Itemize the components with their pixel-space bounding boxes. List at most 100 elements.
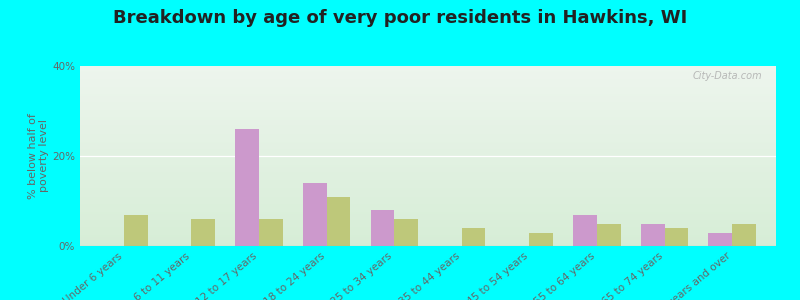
Bar bbox=[124, 214, 147, 246]
Bar bbox=[80, 91, 776, 92]
Bar bbox=[80, 143, 776, 144]
Bar bbox=[80, 212, 776, 213]
Bar bbox=[80, 190, 776, 191]
Bar bbox=[80, 134, 776, 135]
Bar bbox=[80, 205, 776, 206]
Bar bbox=[80, 162, 776, 163]
Bar bbox=[80, 138, 776, 139]
Bar bbox=[80, 71, 776, 72]
Bar bbox=[370, 210, 394, 246]
Bar bbox=[80, 179, 776, 180]
Bar bbox=[80, 127, 776, 128]
Bar bbox=[80, 87, 776, 88]
Bar bbox=[80, 96, 776, 97]
Bar bbox=[597, 224, 621, 246]
Bar bbox=[80, 233, 776, 234]
Bar bbox=[80, 74, 776, 75]
Bar bbox=[80, 120, 776, 121]
Bar bbox=[80, 245, 776, 246]
Bar bbox=[80, 185, 776, 186]
Bar bbox=[80, 129, 776, 130]
Bar bbox=[80, 84, 776, 85]
Bar bbox=[80, 133, 776, 134]
Bar bbox=[80, 177, 776, 178]
Bar bbox=[394, 219, 418, 246]
Bar bbox=[80, 207, 776, 208]
Bar bbox=[80, 211, 776, 212]
Bar bbox=[80, 202, 776, 203]
Bar bbox=[80, 241, 776, 242]
Bar bbox=[80, 111, 776, 112]
Bar bbox=[80, 121, 776, 122]
Bar bbox=[80, 122, 776, 123]
Bar bbox=[235, 129, 259, 246]
Bar bbox=[80, 94, 776, 95]
Bar bbox=[80, 103, 776, 104]
Bar bbox=[80, 72, 776, 73]
Bar bbox=[80, 89, 776, 90]
Bar bbox=[80, 79, 776, 80]
Bar bbox=[80, 123, 776, 124]
Bar bbox=[80, 115, 776, 116]
Bar bbox=[80, 167, 776, 168]
Bar bbox=[80, 112, 776, 113]
Bar bbox=[80, 243, 776, 244]
Bar bbox=[80, 171, 776, 172]
Bar bbox=[303, 183, 326, 246]
Bar bbox=[80, 225, 776, 226]
Bar bbox=[80, 136, 776, 137]
Bar bbox=[80, 192, 776, 193]
Bar bbox=[80, 198, 776, 199]
Bar bbox=[80, 183, 776, 184]
Bar bbox=[80, 106, 776, 107]
Bar bbox=[80, 169, 776, 170]
Bar bbox=[80, 231, 776, 232]
Bar bbox=[80, 238, 776, 239]
Bar bbox=[80, 97, 776, 98]
Bar bbox=[80, 164, 776, 165]
Bar bbox=[80, 166, 776, 167]
Bar bbox=[80, 204, 776, 205]
Bar bbox=[80, 130, 776, 131]
Bar bbox=[80, 213, 776, 214]
Bar bbox=[80, 77, 776, 78]
Bar bbox=[80, 82, 776, 83]
Bar bbox=[80, 85, 776, 86]
Bar bbox=[80, 69, 776, 70]
Bar bbox=[80, 153, 776, 154]
Bar bbox=[80, 237, 776, 238]
Bar bbox=[80, 148, 776, 149]
Bar bbox=[80, 116, 776, 117]
Bar bbox=[80, 100, 776, 101]
Bar bbox=[80, 98, 776, 99]
Bar bbox=[80, 169, 776, 170]
Bar bbox=[80, 131, 776, 132]
Bar bbox=[80, 235, 776, 236]
Bar bbox=[80, 226, 776, 227]
Bar bbox=[80, 197, 776, 198]
Bar bbox=[80, 216, 776, 217]
Bar bbox=[80, 195, 776, 196]
Bar bbox=[80, 214, 776, 215]
Bar bbox=[80, 78, 776, 79]
Bar bbox=[80, 160, 776, 161]
Bar bbox=[80, 172, 776, 173]
Bar bbox=[80, 145, 776, 146]
Bar bbox=[80, 234, 776, 235]
Bar bbox=[80, 113, 776, 114]
Bar bbox=[80, 206, 776, 207]
Bar bbox=[80, 139, 776, 140]
Y-axis label: % below half of
poverty level: % below half of poverty level bbox=[28, 113, 50, 199]
Bar bbox=[80, 196, 776, 197]
Text: City-Data.com: City-Data.com bbox=[693, 71, 762, 81]
Bar bbox=[80, 168, 776, 169]
Bar bbox=[80, 217, 776, 218]
Bar bbox=[80, 137, 776, 138]
Bar bbox=[80, 203, 776, 204]
Bar bbox=[80, 95, 776, 96]
Bar bbox=[80, 70, 776, 71]
Bar bbox=[191, 219, 215, 246]
Bar bbox=[80, 68, 776, 69]
Bar bbox=[80, 176, 776, 177]
Bar bbox=[80, 105, 776, 106]
